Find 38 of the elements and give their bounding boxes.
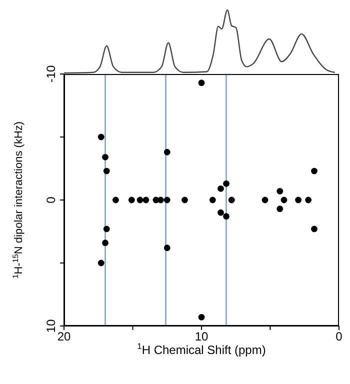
point xyxy=(164,148,170,156)
point xyxy=(128,196,135,204)
y-tick-label: 10 xyxy=(44,319,58,333)
point xyxy=(223,213,230,220)
point xyxy=(218,185,224,192)
point xyxy=(276,188,284,194)
point xyxy=(98,134,104,140)
point xyxy=(305,196,312,204)
point xyxy=(103,226,110,232)
x-tick-label: 20 xyxy=(57,330,71,344)
point xyxy=(182,196,188,204)
point xyxy=(102,154,108,160)
point xyxy=(98,260,104,266)
point xyxy=(209,196,216,204)
point xyxy=(228,196,235,204)
point xyxy=(295,196,302,204)
x-tick-label: 0 xyxy=(336,330,343,344)
point xyxy=(280,196,288,204)
point xyxy=(164,244,170,252)
point xyxy=(276,206,284,212)
x-tick-label: 10 xyxy=(194,330,208,344)
point xyxy=(218,209,224,216)
point xyxy=(223,180,230,187)
point xyxy=(311,168,318,174)
point xyxy=(198,314,205,320)
point xyxy=(103,168,110,174)
point xyxy=(136,196,144,204)
point xyxy=(102,240,108,246)
point xyxy=(142,196,150,204)
point xyxy=(157,196,164,204)
point xyxy=(164,196,170,204)
y-tick-label: 0 xyxy=(44,196,58,204)
x-axis-title: $^{1}$H Chemical Shift (ppm) xyxy=(137,341,266,357)
point xyxy=(198,80,205,86)
point xyxy=(262,196,268,204)
point xyxy=(112,196,119,204)
point xyxy=(311,226,318,232)
y-tick-label: -10 xyxy=(44,65,58,83)
